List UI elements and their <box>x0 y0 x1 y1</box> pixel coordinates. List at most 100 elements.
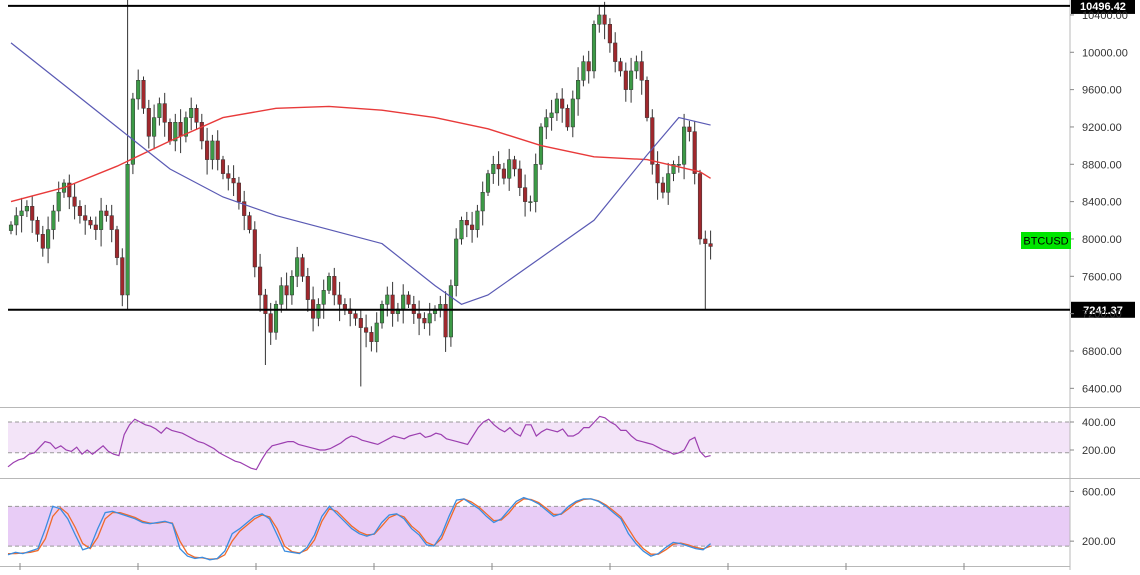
candle <box>88 216 93 229</box>
candle-body-down <box>226 173 231 179</box>
horizontal-levels[interactable]: 10496.42 7241.37 <box>8 0 1135 318</box>
candle-body-up <box>374 322 379 342</box>
rsi-line <box>7 415 711 471</box>
candle <box>104 204 109 222</box>
indicator-band-fill <box>8 506 1070 547</box>
price-axis-label: 10400.00 <box>1082 10 1128 22</box>
candle <box>406 291 411 309</box>
candle-body-down <box>697 173 703 240</box>
candle <box>136 69 141 110</box>
candle-body-down <box>607 24 612 44</box>
candle-body-down <box>220 159 226 174</box>
candle <box>390 281 395 327</box>
price-axis: 10400.00 10000.00 9600.00 9200.00 8800.00 840… <box>1070 10 1128 395</box>
price-axis-label: 9200.00 <box>1082 122 1122 134</box>
candle <box>56 181 61 222</box>
candle-body-up <box>273 304 279 333</box>
candle <box>226 165 231 191</box>
candle <box>358 309 363 387</box>
candle <box>422 312 427 330</box>
candle <box>560 88 565 123</box>
candle-body-down <box>586 61 591 72</box>
candle-body-up <box>14 215 19 226</box>
candle-body-down <box>470 224 475 230</box>
candle-body-down <box>199 122 204 142</box>
candle <box>263 288 268 365</box>
candle <box>660 176 665 199</box>
candle <box>507 148 512 191</box>
candle-body-down <box>639 61 644 81</box>
candle <box>220 155 226 180</box>
candle-body-down <box>703 238 708 244</box>
candle <box>205 127 210 175</box>
candle-body-up <box>46 229 51 249</box>
candle-body-down <box>104 210 109 216</box>
price-axis-label: 7200.00 <box>1082 309 1122 321</box>
price-axis-label: 6400.00 <box>1082 383 1122 395</box>
candle <box>109 204 114 243</box>
candle-body-down <box>263 294 268 314</box>
candle-body-up <box>24 206 29 212</box>
candle-body-up <box>597 14 602 25</box>
candle-body-down <box>268 313 273 333</box>
symbol-badge-background <box>1021 232 1071 249</box>
candle-body-up <box>157 103 162 118</box>
candle-body-up <box>189 108 194 118</box>
candlesticks <box>8 0 713 387</box>
candle-body-up <box>295 257 300 277</box>
candle-body-up <box>379 304 385 324</box>
candle-body-down <box>67 182 72 198</box>
candle-body-up <box>576 80 581 100</box>
candle-body-down <box>644 80 650 118</box>
candle-body-down <box>332 276 337 296</box>
candle <box>316 298 321 327</box>
candle <box>528 195 533 212</box>
candle <box>470 211 475 243</box>
candle-body-up <box>666 173 671 193</box>
candle-body-up <box>459 220 464 240</box>
candle <box>385 286 390 317</box>
level-price-tag <box>1071 301 1135 318</box>
candle <box>570 90 575 138</box>
candle-body-down <box>114 229 120 258</box>
candle-body-up <box>289 276 294 296</box>
candle-body-down <box>72 196 77 207</box>
price-axis-label: 7600.00 <box>1082 271 1122 283</box>
candle <box>236 176 241 210</box>
candle <box>708 230 713 260</box>
candle-body-up <box>321 290 326 305</box>
candle-body-down <box>523 187 528 202</box>
candle-body-down <box>247 215 252 230</box>
candle-body-up <box>591 24 597 72</box>
symbol-badge: BTCUSD <box>1021 232 1071 249</box>
candle <box>67 174 72 210</box>
candle-body-down <box>35 220 40 235</box>
candle-body-up <box>544 117 549 128</box>
candle-body-up <box>19 210 24 216</box>
indicator-band-fill <box>8 422 1070 453</box>
candle-body-up <box>136 80 141 100</box>
symbol-label: BTCUSD <box>1023 236 1068 248</box>
candle <box>332 267 337 306</box>
candle-body-down <box>618 61 623 72</box>
indicator-axis-label: 200.00 <box>1082 536 1116 548</box>
candle-body-down <box>231 178 236 184</box>
candle-body-up <box>326 276 332 291</box>
candle <box>321 279 326 319</box>
candle-body-down <box>205 140 210 160</box>
candle <box>639 50 644 95</box>
candle-body-down <box>602 14 607 25</box>
candle <box>210 134 215 170</box>
candle-body-up <box>629 70 634 90</box>
sma-short-line <box>10 105 711 203</box>
candle-body-up <box>549 112 554 118</box>
candle <box>24 200 29 218</box>
candle <box>289 270 294 305</box>
candle <box>480 181 485 226</box>
price-axis-label: 8000.00 <box>1082 234 1122 246</box>
candle <box>120 248 125 307</box>
price-axis-label: 8400.00 <box>1082 197 1122 209</box>
